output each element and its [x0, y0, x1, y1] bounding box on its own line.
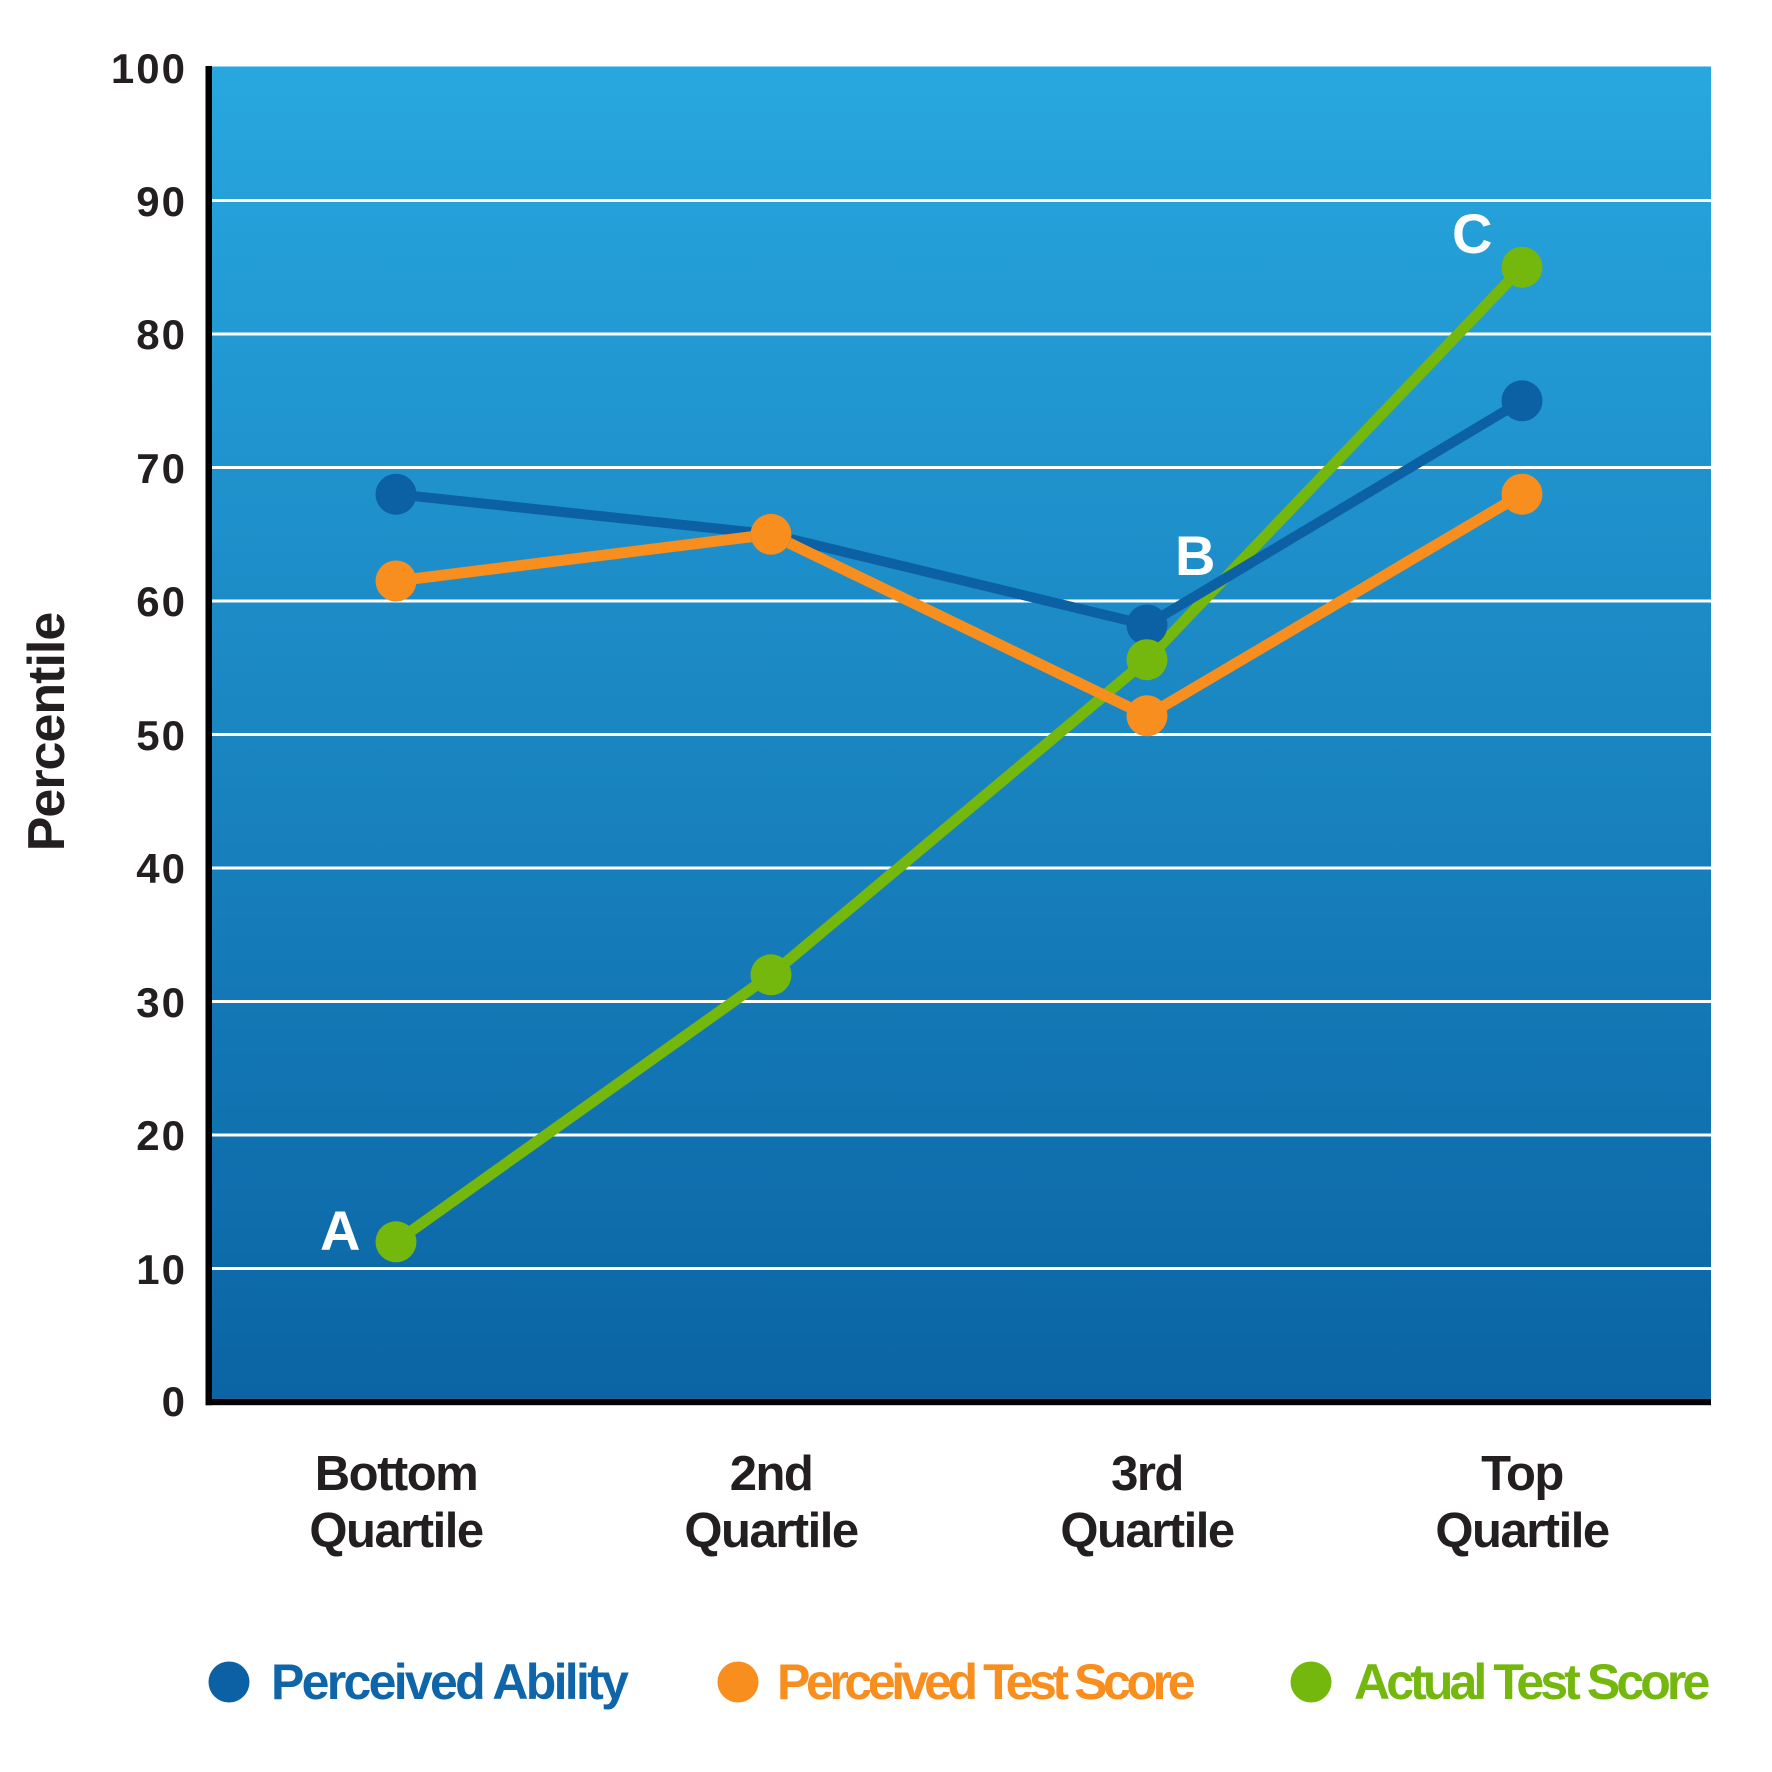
svg-text:0: 0	[162, 1378, 187, 1425]
svg-text:20: 20	[136, 1112, 187, 1159]
svg-text:B: B	[1175, 524, 1215, 587]
svg-text:100: 100	[111, 45, 187, 92]
svg-text:30: 30	[136, 979, 187, 1026]
svg-text:C: C	[1452, 202, 1492, 265]
svg-text:60: 60	[136, 578, 187, 625]
svg-text:Perceived Ability: Perceived Ability	[271, 1654, 629, 1710]
svg-text:Quartile: Quartile	[1435, 1504, 1608, 1558]
svg-text:Quartile: Quartile	[1060, 1504, 1233, 1558]
svg-text:Percentile: Percentile	[18, 613, 76, 852]
svg-text:70: 70	[136, 445, 187, 492]
svg-text:Top: Top	[1481, 1447, 1563, 1501]
svg-text:Actual Test Score: Actual Test Score	[1354, 1654, 1709, 1710]
svg-text:Quartile: Quartile	[684, 1504, 857, 1558]
svg-text:Perceived Test Score: Perceived Test Score	[777, 1654, 1195, 1710]
svg-text:Bottom: Bottom	[315, 1447, 477, 1501]
svg-text:50: 50	[136, 712, 187, 759]
svg-text:10: 10	[136, 1246, 187, 1293]
svg-text:80: 80	[136, 311, 187, 358]
svg-text:3rd: 3rd	[1111, 1447, 1183, 1501]
svg-text:2nd: 2nd	[730, 1447, 813, 1501]
svg-text:A: A	[320, 1199, 360, 1262]
svg-text:Quartile: Quartile	[309, 1504, 482, 1558]
svg-text:90: 90	[136, 178, 187, 225]
svg-text:40: 40	[136, 845, 187, 892]
